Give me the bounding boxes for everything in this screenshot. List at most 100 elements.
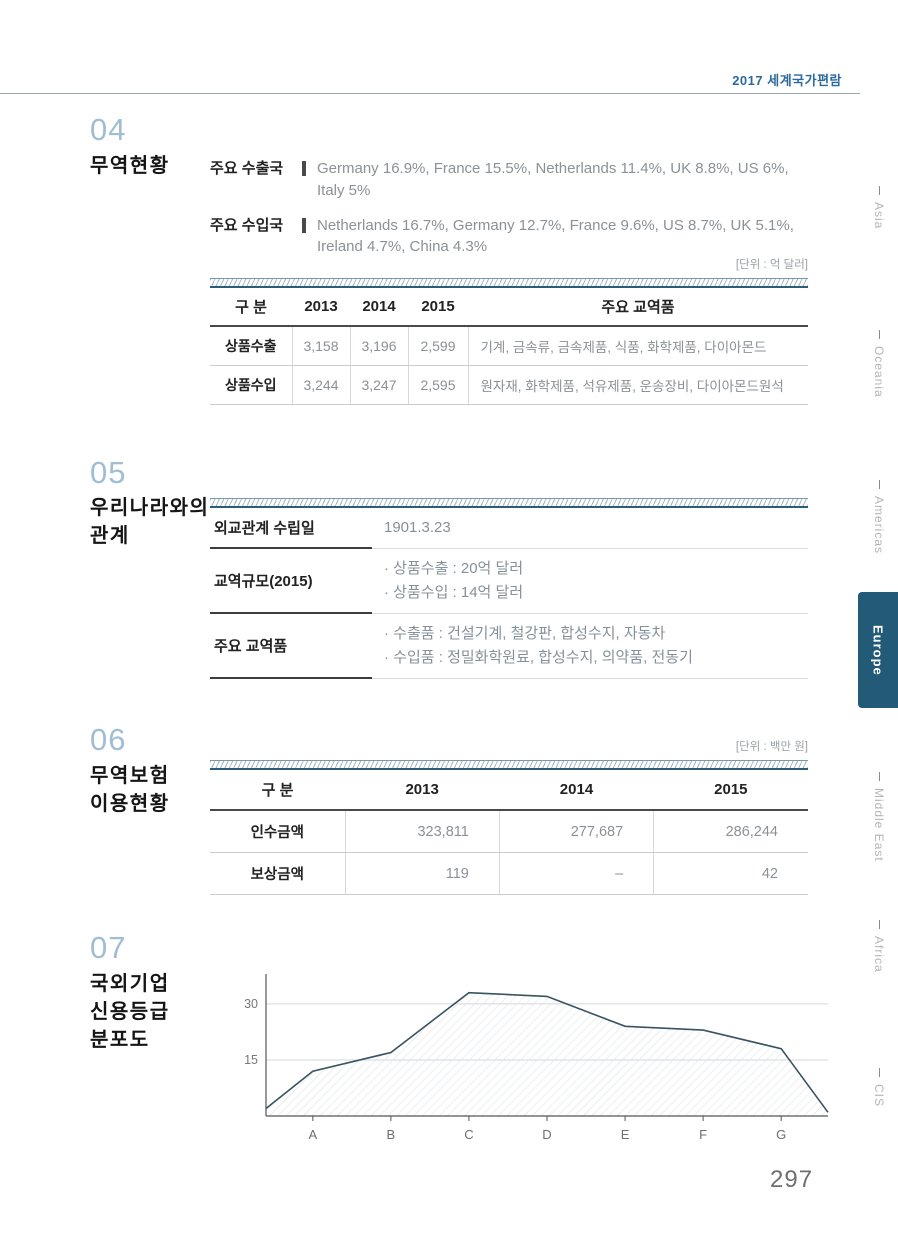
relations-row-trade-volume: 교역규모(2015) · 상품수출 : 20억 달러 · 상품수입 : 14억 … <box>210 549 808 614</box>
row-label: 인수금액 <box>210 810 346 853</box>
row-label: 주요 교역품 <box>210 614 372 679</box>
row-label: 외교관계 수립일 <box>210 508 372 549</box>
sidebar-item-oceania: Oceania <box>872 330 886 398</box>
major-import-countries: 주요 수입국 Netherlands 16.7%, Germany 12.7%,… <box>210 215 810 259</box>
svg-text:A: A <box>308 1127 317 1142</box>
credit-rating-chart: 15 30 A B C D E F G <box>232 966 832 1146</box>
cell-2015: 2,599 <box>408 326 469 366</box>
sidebar-item-label: Middle East <box>872 788 886 862</box>
sidebar-item-label: Americas <box>872 496 886 555</box>
value-line: · 수출품 : 건설기계, 철강판, 합성수지, 자동차 <box>384 625 666 642</box>
table-header-row: 구 분 2013 2014 2015 주요 교역품 <box>210 288 808 327</box>
import-countries-value: Netherlands 16.7%, Germany 12.7%, France… <box>317 216 794 256</box>
row-value: 1901.3.23 <box>372 508 808 549</box>
trade-partners: 주요 수출국 Germany 16.9%, France 15.5%, Neth… <box>210 158 810 271</box>
cell-2014: – <box>499 852 655 895</box>
table-row-underwritten: 인수금액 323,811 277,687 286,244 <box>210 810 808 853</box>
row-label: 교역규모(2015) <box>210 549 372 614</box>
cell-2014: 3,196 <box>350 326 409 366</box>
section07-title-line2: 신용등급 <box>90 1001 170 1023</box>
table-hatch-band <box>210 498 808 508</box>
sidebar-item-middle-east: Middle East <box>872 772 886 862</box>
document-title: 2017 세계국가편람 <box>732 73 842 88</box>
cell-2015: 2,595 <box>408 365 469 405</box>
section07-title: 국외기업 신용등급 분포도 <box>90 970 170 1054</box>
page-number: 297 <box>770 1166 814 1193</box>
export-countries-value: Germany 16.9%, France 15.5%, Netherlands… <box>317 160 789 199</box>
sidebar-item-asia: Asia <box>872 186 886 229</box>
label-separator-bar <box>302 161 306 176</box>
row-value: · 수출품 : 건설기계, 철강판, 합성수지, 자동차 · 수입품 : 정밀화… <box>372 614 808 679</box>
section05-number: 05 <box>90 455 127 490</box>
sidebar-tick <box>878 480 880 489</box>
col-header-category: 구 분 <box>210 288 292 327</box>
export-countries-label: 주요 수출국 <box>210 160 284 177</box>
section06-title-line1: 무역보험 <box>90 765 170 787</box>
svg-text:G: G <box>776 1127 786 1142</box>
sidebar-item-label: Europe <box>870 624 886 676</box>
cell-main-goods: 원자재, 화학제품, 석유제품, 운송장비, 다이아몬드원석 <box>468 365 808 405</box>
cell-2013: 3,158 <box>292 326 351 366</box>
col-header-category: 구 분 <box>210 770 345 811</box>
value-line: · 상품수출 : 20억 달러 <box>384 560 524 577</box>
value-line: · 수입품 : 정밀화학원료, 합성수지, 의약품, 전동기 <box>384 649 693 666</box>
svg-text:F: F <box>699 1127 707 1142</box>
sidebar-item-label: CIS <box>872 1084 886 1108</box>
sidebar-tick <box>878 330 880 339</box>
section05-title: 우리나라와의 관계 <box>90 494 209 550</box>
credit-rating-chart-svg: 15 30 A B C D E F G <box>244 974 829 1142</box>
label-separator-bar <box>302 217 306 233</box>
section04-number: 04 <box>90 112 127 147</box>
value-line: 1901.3.23 <box>384 519 451 536</box>
cell-2013: 323,811 <box>345 810 500 853</box>
unit-label-04: [단위 : 억 달러] <box>735 259 808 271</box>
col-header-2014: 2014 <box>350 288 408 327</box>
col-header-2015: 2015 <box>653 770 808 811</box>
section06-number: 06 <box>90 722 127 757</box>
sidebar-tick <box>878 186 880 195</box>
section06-title-line2: 이용현황 <box>90 793 170 815</box>
cell-2014: 277,687 <box>499 810 655 853</box>
sidebar-tick <box>878 1068 880 1077</box>
svg-text:C: C <box>464 1127 473 1142</box>
row-label: 상품수입 <box>210 365 293 405</box>
col-header-2015: 2015 <box>408 288 468 327</box>
col-header-2014: 2014 <box>499 770 654 811</box>
cell-2015: 286,244 <box>653 810 808 853</box>
svg-text:30: 30 <box>244 997 258 1011</box>
svg-text:E: E <box>621 1127 630 1142</box>
cell-2013: 119 <box>345 852 500 895</box>
section07-title-line1: 국외기업 <box>90 973 170 995</box>
sidebar-item-europe-active: Europe <box>858 592 898 708</box>
section05-title-line1: 우리나라와의 <box>90 497 210 519</box>
relations-row-diplomatic: 외교관계 수립일 1901.3.23 <box>210 508 808 549</box>
cell-2013: 3,244 <box>292 365 351 405</box>
relations-row-main-goods: 주요 교역품 · 수출품 : 건설기계, 철강판, 합성수지, 자동차 · 수입… <box>210 614 808 679</box>
row-label: 상품수출 <box>210 326 293 366</box>
cell-2015: 42 <box>653 852 808 895</box>
section05-title-line2: 관계 <box>90 525 130 547</box>
sidebar-item-label: Africa <box>872 936 886 973</box>
table-row-compensation: 보상금액 119 – 42 <box>210 852 808 895</box>
section04-title: 무역현황 <box>90 155 170 177</box>
svg-text:B: B <box>387 1127 396 1142</box>
section07-title-line3: 분포도 <box>90 1029 150 1051</box>
value-line: · 상품수입 : 14억 달러 <box>384 584 524 601</box>
korea-relations-table: 외교관계 수립일 1901.3.23 교역규모(2015) · 상품수출 : 2… <box>210 498 808 679</box>
sidebar-item-cis: CIS <box>872 1068 886 1107</box>
table-hatch-band <box>210 278 808 288</box>
sidebar-item-americas: Americas <box>872 480 886 554</box>
svg-text:15: 15 <box>244 1053 258 1067</box>
sidebar-item-africa: Africa <box>872 920 886 973</box>
section06-title: 무역보험 이용현황 <box>90 762 170 818</box>
col-header-main-goods: 주요 교역품 <box>468 288 808 327</box>
sidebar-tick <box>878 772 880 781</box>
trade-insurance-table: 구 분 2013 2014 2015 인수금액 323,811 277,687 … <box>210 760 808 895</box>
header-rule <box>0 93 860 94</box>
cell-main-goods: 기계, 금속류, 금속제품, 식품, 화학제품, 다이아몬드 <box>468 326 808 366</box>
col-header-2013: 2013 <box>292 288 350 327</box>
row-label: 보상금액 <box>210 852 346 895</box>
table-row-imports: 상품수입 3,244 3,247 2,595 원자재, 화학제품, 석유제품, … <box>210 365 808 405</box>
row-value: · 상품수출 : 20억 달러 · 상품수입 : 14억 달러 <box>372 549 808 614</box>
